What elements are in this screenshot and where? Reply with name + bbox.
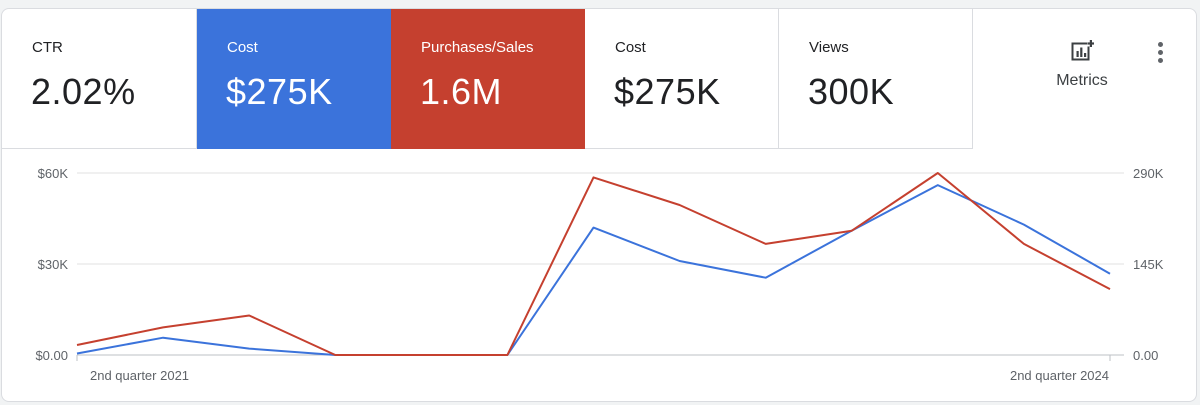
metrics-label: Metrics [1056,72,1108,89]
metric-label: Cost [615,39,646,56]
y-left-tick-label: $30K [38,257,69,272]
y-left-tick-label: $0.00 [35,348,68,363]
metric-tile-cost-selected[interactable]: Cost $275K [197,9,391,149]
series-line-purchases-sales [76,172,1111,356]
y-right-tick-label: 0.00 [1133,348,1158,363]
y-left-tick-label: $60K [38,166,69,181]
metric-tile-purchases-sales-selected[interactable]: Purchases/Sales 1.6M [391,9,585,149]
more-vert-icon[interactable] [1154,42,1166,64]
performance-card: CTR 2.02% Cost $275K Purchases/Sales 1.6… [1,8,1197,402]
metric-value: 300K [808,71,895,112]
line-chart-svg: $0.00 0.00 $30K 145K $60K 290K 2nd quarter 202… [35,166,1164,383]
metric-label: Purchases/Sales [421,39,534,56]
metric-tile-ctr[interactable]: CTR 2.02% [2,9,197,149]
metric-label: CTR [32,39,63,56]
metric-value: 1.6M [420,71,503,112]
metric-label: Views [809,39,849,56]
metric-value: 2.02% [31,71,136,112]
x-tick-label-first: 2nd quarter 2021 [90,368,189,383]
metrics-button[interactable]: Metrics [1042,39,1122,99]
metric-value: $275K [614,71,721,112]
series-line-cost [76,184,1111,356]
metric-tiles: CTR 2.02% Cost $275K Purchases/Sales 1.6… [2,9,1196,149]
add-chart-icon [1071,39,1094,61]
metric-tile-views[interactable]: Views 300K [779,9,973,149]
x-tick-label-last: 2nd quarter 2024 [1010,368,1109,383]
metric-tile-cost[interactable]: Cost $275K [585,9,779,149]
y-right-tick-label: 290K [1133,166,1164,181]
line-chart: $0.00 0.00 $30K 145K $60K 290K 2nd quarter 202… [2,149,1196,401]
y-right-tick-label: 145K [1133,257,1164,272]
metric-label: Cost [227,39,258,56]
metric-value: $275K [226,71,333,112]
